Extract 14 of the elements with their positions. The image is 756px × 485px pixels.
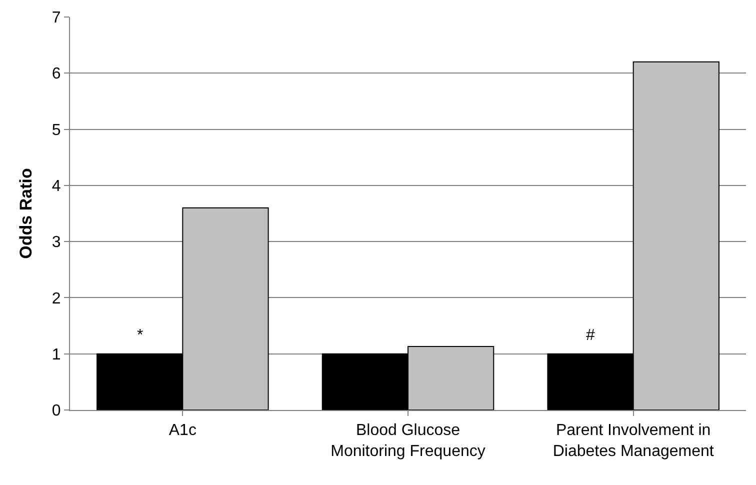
y-tick-label: 0 (52, 402, 61, 420)
y-tick-label: 1 (52, 346, 61, 364)
y-tick-label: 4 (52, 178, 61, 196)
y-tick-label: 3 (52, 234, 61, 252)
y-axis-title: Odds Ratio (16, 168, 36, 259)
y-tick-label: 7 (52, 10, 61, 27)
y-tick-label: 6 (52, 66, 61, 83)
x-tick-label: A1c (168, 422, 196, 440)
x-tick-label: Blood Glucose Monitoring Frequency (330, 422, 486, 460)
annotation: # (586, 327, 595, 344)
annotation: * (137, 327, 144, 344)
y-tick-label: 2 (52, 290, 61, 308)
x-tick-label: Parent Involvement in Diabetes Management (552, 422, 714, 460)
y-tick-label: 5 (52, 122, 61, 139)
